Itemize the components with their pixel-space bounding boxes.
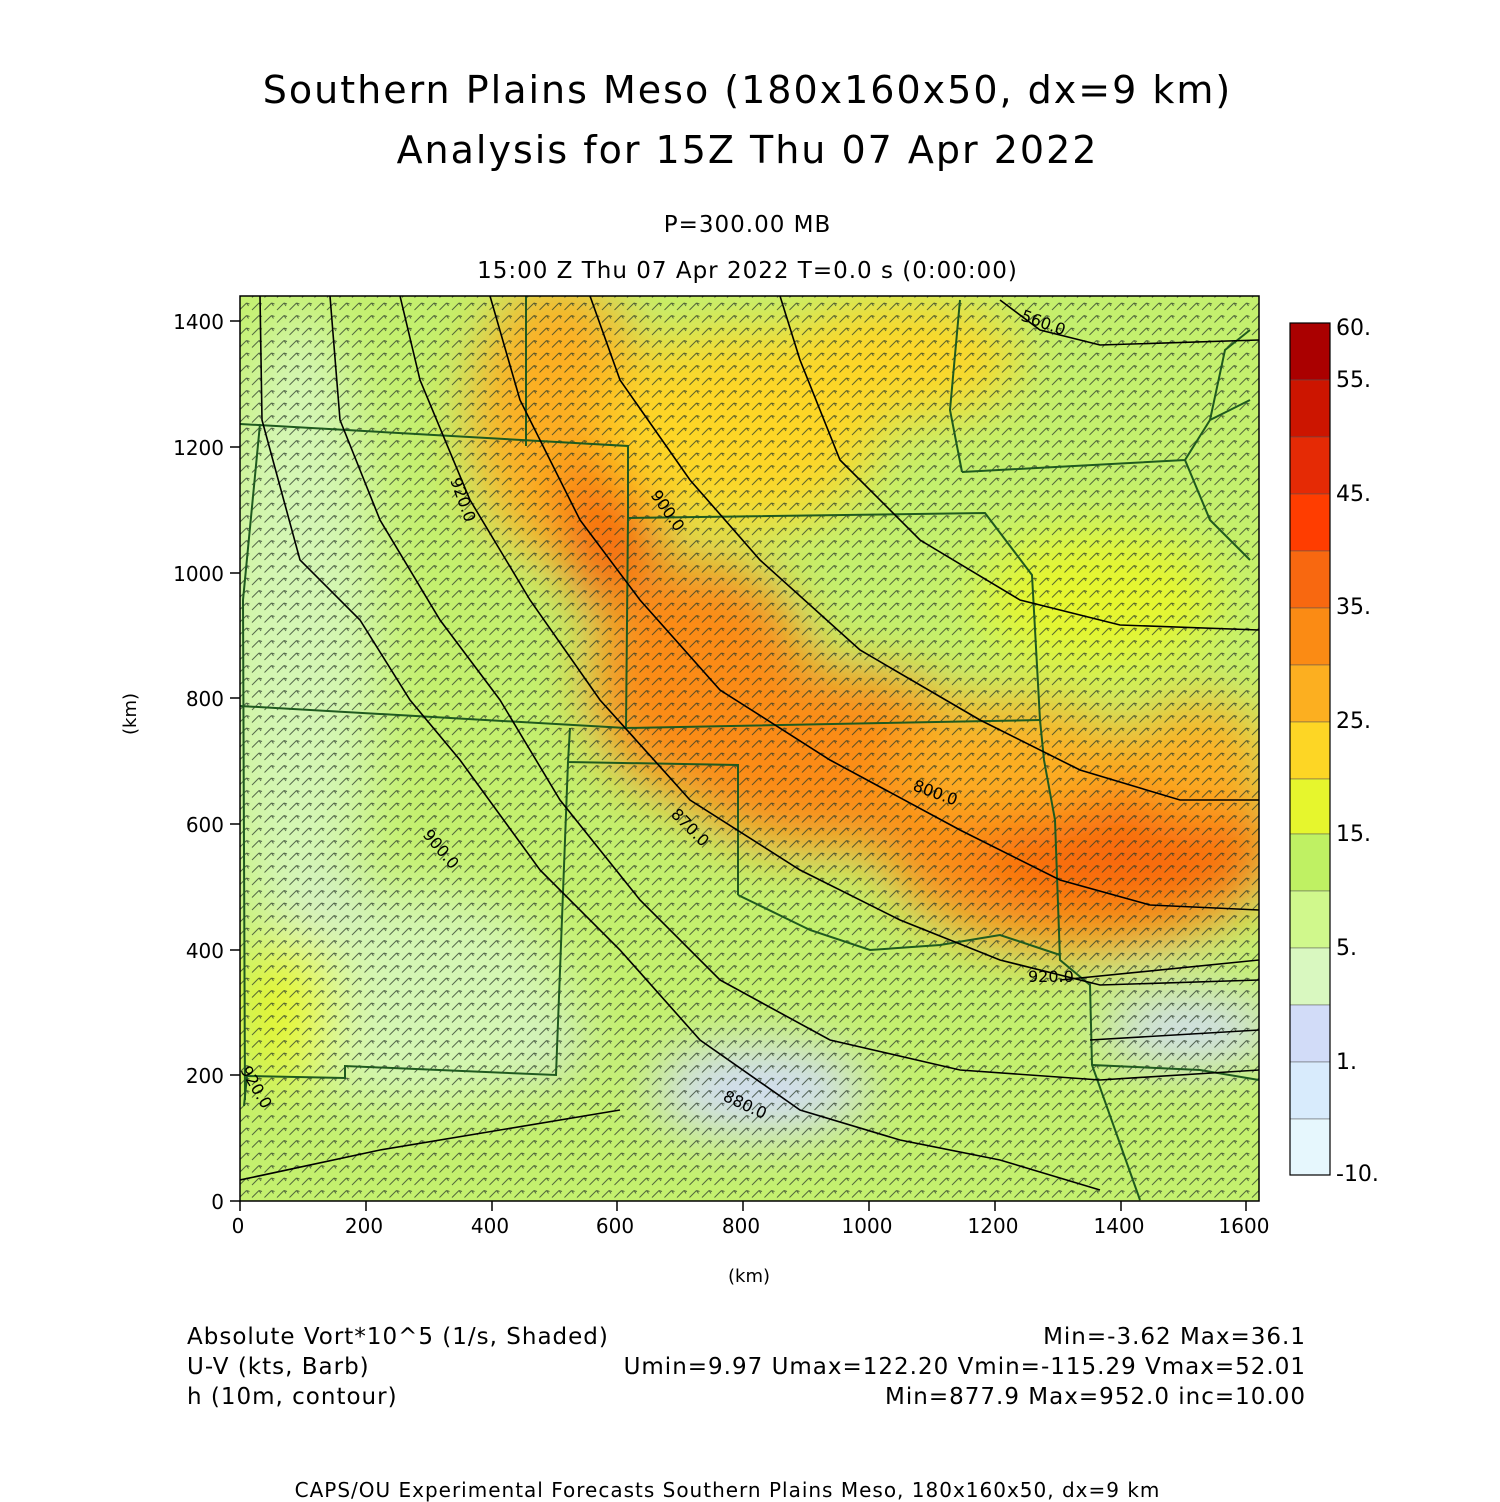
legend-field2: U-V (kts, Barb) xyxy=(187,1354,370,1380)
y-tick-label: 400 xyxy=(185,939,224,963)
contour-label: 920.0 xyxy=(1028,967,1074,986)
legend-field2-stats: Umin=9.97 Umax=122.20 Vmin=-115.29 Vmax=… xyxy=(623,1354,1306,1380)
legend-field1-stats: Min=-3.62 Max=36.1 xyxy=(1043,1324,1306,1350)
colorbar-label: 60. xyxy=(1336,316,1371,341)
y-tick-label: 600 xyxy=(185,813,224,837)
x-tick-label: 400 xyxy=(470,1214,510,1238)
x-tick-label: 0 xyxy=(231,1214,245,1238)
pressure-level: P=300.00 MB xyxy=(663,212,832,238)
x-tick-label: 1000 xyxy=(841,1214,893,1238)
colorbar-label: 55. xyxy=(1336,368,1371,393)
valid-time: 15:00 Z Thu 07 Apr 2022 T=0.0 s (0:00:00… xyxy=(477,258,1018,284)
y-tick-label: 1000 xyxy=(173,562,224,586)
y-tick-label: 200 xyxy=(185,1064,224,1088)
colorbar xyxy=(1289,322,1331,1176)
plot-frame xyxy=(239,295,1260,1202)
x-tick-label: 600 xyxy=(595,1214,635,1238)
y-tick-label: 1200 xyxy=(173,436,224,460)
legend-field3: h (10m, contour) xyxy=(187,1384,398,1410)
x-tick-label: 1200 xyxy=(967,1214,1019,1238)
wind-barb-field xyxy=(240,296,1259,1201)
legend-field1: Absolute Vort*10^5 (1/s, Shaded) xyxy=(187,1324,609,1350)
plot-title-line2: Analysis for 15Z Thu 07 Apr 2022 xyxy=(396,128,1099,172)
y-tick-label: 0 xyxy=(211,1190,224,1214)
colorbar-label: 45. xyxy=(1336,482,1371,507)
colorbar-label: 25. xyxy=(1336,709,1371,734)
x-axis-label: (km) xyxy=(728,1266,771,1287)
x-tick-label: 200 xyxy=(344,1214,384,1238)
plot-title-line1: Southern Plains Meso (180x160x50, dx=9 k… xyxy=(262,68,1233,112)
x-tick-label: 1400 xyxy=(1093,1214,1145,1238)
colorbar-label: 15. xyxy=(1336,822,1371,847)
y-tick-label: 800 xyxy=(185,687,224,711)
legend-field3-stats: Min=877.9 Max=952.0 inc=10.00 xyxy=(885,1384,1306,1410)
y-tick-label: 1400 xyxy=(173,310,224,334)
colorbar-label: 5. xyxy=(1336,936,1357,961)
colorbar-label: 1. xyxy=(1336,1050,1357,1075)
x-tick-label: 800 xyxy=(721,1214,761,1238)
x-tick-label: 1600 xyxy=(1218,1214,1270,1238)
height-contours xyxy=(240,296,1259,1191)
colorbar-label: 35. xyxy=(1336,595,1371,620)
y-axis-label: (km) xyxy=(120,692,141,735)
axis-ticks xyxy=(230,320,1247,1211)
colorbar-label: -10. xyxy=(1336,1162,1379,1187)
footer-credit: CAPS/OU Experimental Forecasts Southern … xyxy=(294,1478,1161,1502)
